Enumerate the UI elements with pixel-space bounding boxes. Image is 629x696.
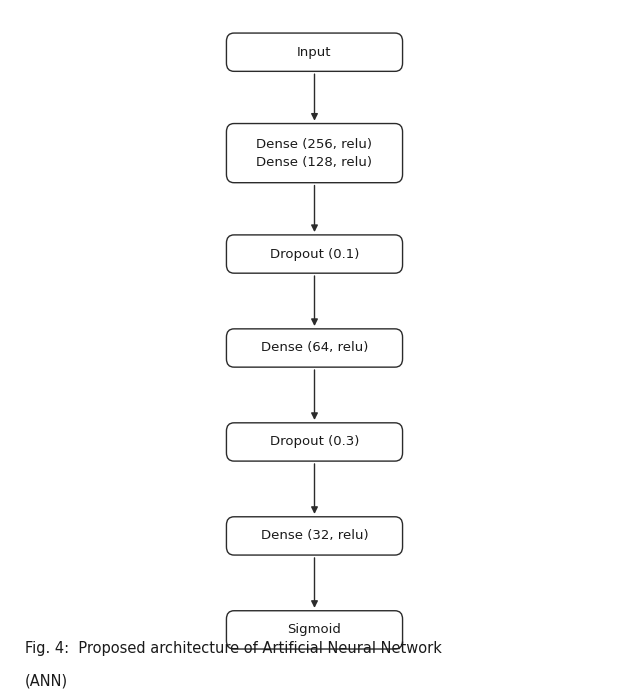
FancyBboxPatch shape xyxy=(226,235,403,273)
FancyBboxPatch shape xyxy=(226,124,403,182)
Text: Dense (256, relu)
Dense (128, relu): Dense (256, relu) Dense (128, relu) xyxy=(257,138,372,168)
Text: Dense (64, relu): Dense (64, relu) xyxy=(261,342,368,354)
Text: Input: Input xyxy=(298,46,331,58)
FancyBboxPatch shape xyxy=(226,516,403,555)
FancyBboxPatch shape xyxy=(226,423,403,461)
Text: (ANN): (ANN) xyxy=(25,673,69,688)
Text: Dropout (0.3): Dropout (0.3) xyxy=(270,436,359,448)
FancyBboxPatch shape xyxy=(226,329,403,367)
Text: Dropout (0.1): Dropout (0.1) xyxy=(270,248,359,260)
Text: Sigmoid: Sigmoid xyxy=(287,624,342,636)
FancyBboxPatch shape xyxy=(226,33,403,71)
Text: Fig. 4:  Proposed architecture of Artificial Neural Network: Fig. 4: Proposed architecture of Artific… xyxy=(25,641,442,656)
FancyBboxPatch shape xyxy=(226,611,403,649)
Text: Dense (32, relu): Dense (32, relu) xyxy=(260,530,369,542)
